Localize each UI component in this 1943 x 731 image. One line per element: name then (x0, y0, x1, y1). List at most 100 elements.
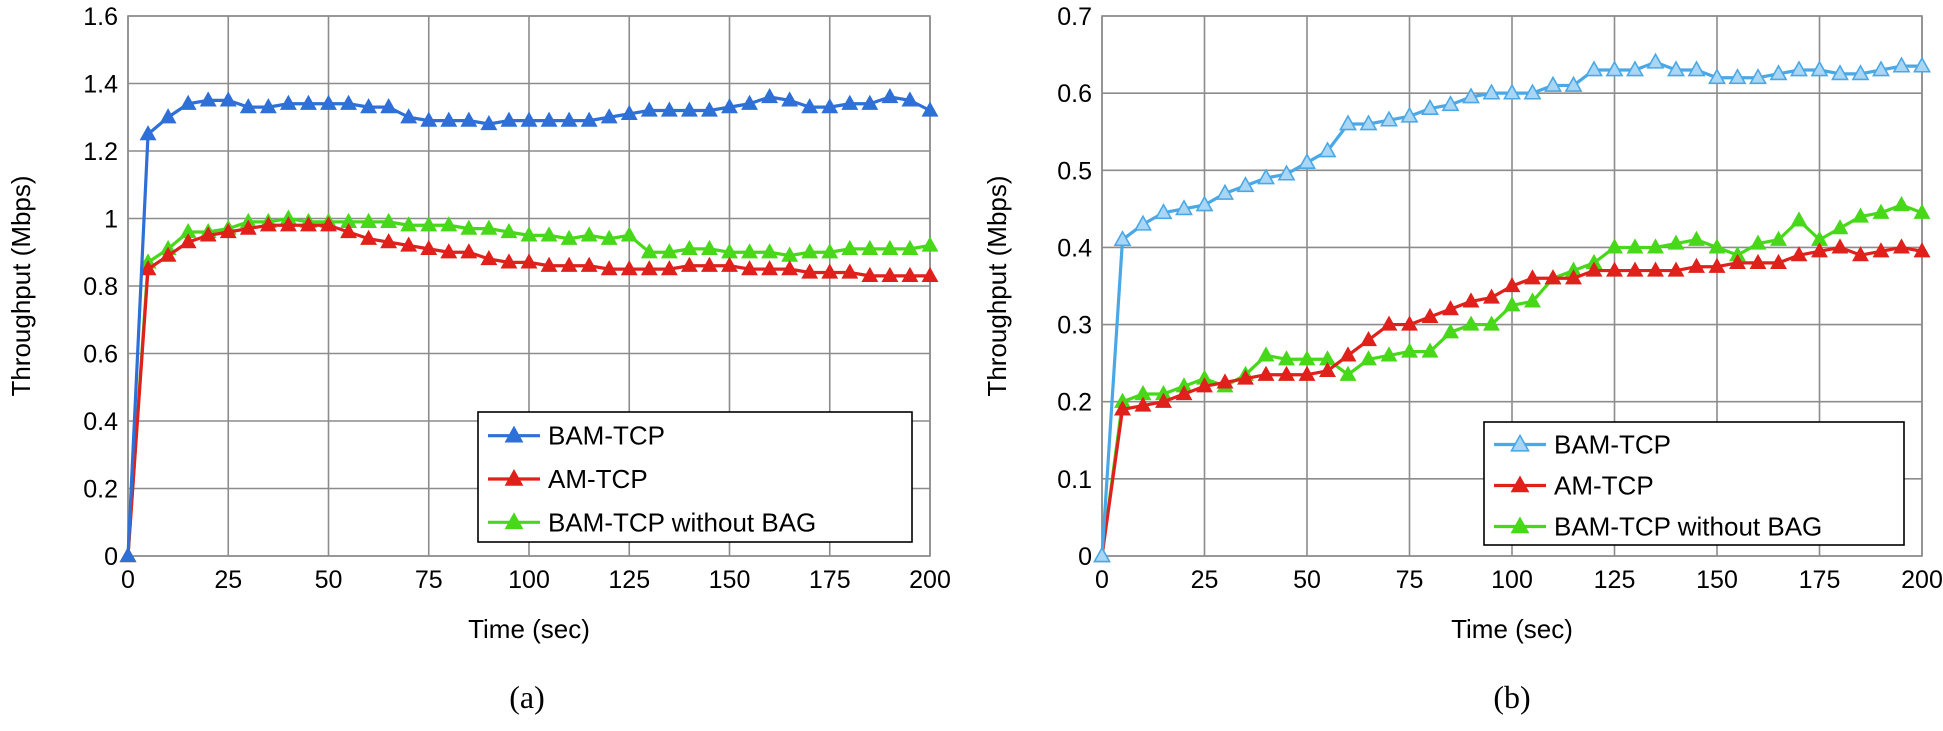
chart-b-y-axis-label: Throughput (Mbps) (982, 175, 1012, 396)
chart-a-data-point (259, 98, 277, 114)
chart-b-data-point (1728, 68, 1747, 85)
chart-a-data-point (721, 98, 738, 114)
chart-a-data-point (440, 216, 458, 232)
chart-b-y-tick-label: 0.7 (1057, 3, 1092, 31)
chart-b-plot-border (1101, 15, 1923, 557)
chart-b-data-point (1544, 269, 1562, 285)
chart-a-data-point (199, 91, 217, 107)
chart-a-data-point (460, 111, 478, 127)
chart-b-legend-label: BAM-TCP (1554, 430, 1671, 460)
chart-a-data-point (500, 253, 518, 269)
chart-a-series-0 (119, 87, 939, 563)
chart-a-y-tick-label: 1.6 (83, 3, 118, 31)
chart-b-x-tick-label: 50 (1293, 566, 1321, 594)
chart-a-data-point (179, 94, 197, 110)
chart-a-data-point (841, 94, 859, 110)
chart-a-data-point (380, 98, 398, 114)
chart-b-data-point (1770, 230, 1787, 246)
chart-a-data-point (520, 253, 538, 269)
chart-b-data-point (1298, 152, 1316, 169)
chart-a-data-point (400, 236, 418, 252)
chart-b-data-point (1319, 361, 1336, 377)
chart-b-data-point (1749, 234, 1767, 250)
chart-a-data-point (901, 266, 919, 282)
chart-b-data-point (1401, 315, 1418, 331)
chart-a-data-point (540, 226, 558, 242)
chart-a-data-point (340, 94, 358, 110)
chart-b-data-point (1503, 296, 1521, 312)
chart-b-legend-swatch-marker (1510, 516, 1530, 534)
chart-a-data-point (460, 243, 478, 259)
chart-a-data-point (360, 98, 378, 114)
chart-b-y-tick-label: 0.4 (1057, 234, 1092, 262)
chart-b-data-point (1708, 68, 1726, 85)
chart-b-data-point (1154, 203, 1173, 220)
chart-a-data-point (119, 546, 137, 563)
chart-b-data-point (1544, 75, 1562, 92)
chart-a-data-point (921, 266, 939, 282)
chart-a-x-tick-label: 175 (809, 566, 851, 594)
chart-b-data-point (1770, 253, 1787, 269)
chart-b-data-point (1401, 342, 1418, 358)
chart-b-data-point (1585, 261, 1603, 277)
chart-a-data-point (700, 256, 718, 272)
chart-a-legend-swatch-marker (504, 468, 524, 486)
chart-b-data-point (1851, 64, 1870, 81)
chart-a-data-point (360, 212, 378, 228)
chart-b-x-tick-label: 75 (1396, 566, 1424, 594)
chart-b-data-point (1421, 307, 1439, 323)
chart-a-data-point (781, 91, 799, 107)
chart-a-data-point (640, 260, 658, 276)
chart-a-y-tick-label: 0.2 (83, 476, 118, 504)
chart-b-data-point (1482, 83, 1501, 100)
chart-b-data-point (1647, 261, 1664, 277)
chart-a-data-point (380, 212, 398, 228)
chart-b-data-point (1749, 253, 1767, 269)
chart-b-data-point (1483, 315, 1500, 331)
chart-b-data-point (1667, 234, 1685, 250)
chart-a-data-point (360, 229, 378, 245)
chart-a-data-point (560, 229, 578, 245)
chart-a-data-point (921, 101, 939, 117)
chart-b-data-point (1892, 56, 1911, 73)
chart-a-data-point (299, 216, 317, 232)
chart-a-data-point (660, 243, 678, 259)
chart-b-data-point (1175, 199, 1193, 216)
chart-b-data-point (1810, 60, 1829, 77)
chart-a-data-point (660, 101, 678, 117)
chart-a-x-tick-label: 125 (608, 566, 650, 594)
chart-b-data-point (1811, 242, 1828, 258)
chart-a-x-tick-label: 150 (709, 566, 751, 594)
chart-b-data-point (1872, 60, 1890, 77)
chart-a-data-point (279, 94, 297, 110)
chart-a-data-point (901, 91, 919, 107)
chart-b-data-point (1667, 261, 1685, 277)
chart-b-data-point (1913, 203, 1931, 219)
chart-a-data-point (680, 256, 698, 272)
chart-a-legend: BAM-TCP AM-TCP BAM-TCP without BAG (477, 411, 913, 543)
chart-b-data-point (1339, 346, 1357, 362)
chart-b-data-point (1277, 164, 1296, 181)
chart-b-data-point (1421, 342, 1439, 358)
chart-b-data-point (1605, 60, 1624, 77)
chart-b-x-tick-label: 125 (1594, 566, 1636, 594)
chart-b-caption: (b) (1493, 679, 1530, 715)
chart-b-data-point (1093, 546, 1111, 563)
chart-a-data-point (340, 222, 358, 239)
chart-b-data-point (1585, 60, 1603, 77)
chart-a-data-point (921, 236, 939, 252)
chart-b-data-point (1400, 106, 1419, 123)
chart-b-data-point (1278, 350, 1295, 366)
chart-a-data-point (861, 94, 879, 110)
chart-b-data-point (1462, 315, 1480, 331)
chart-b-data-point (1380, 346, 1398, 362)
chart-b-data-point (1114, 400, 1131, 416)
chart-b-x-tick-label: 100 (1491, 566, 1533, 594)
chart-a-data-point (580, 226, 598, 242)
chart-a-x-tick-label: 50 (315, 566, 343, 594)
chart-a-data-point (540, 111, 558, 127)
chart-a-data-point (299, 94, 317, 110)
chart-a-data-point (721, 256, 738, 272)
chart-a-legend-swatch-marker (504, 512, 524, 530)
